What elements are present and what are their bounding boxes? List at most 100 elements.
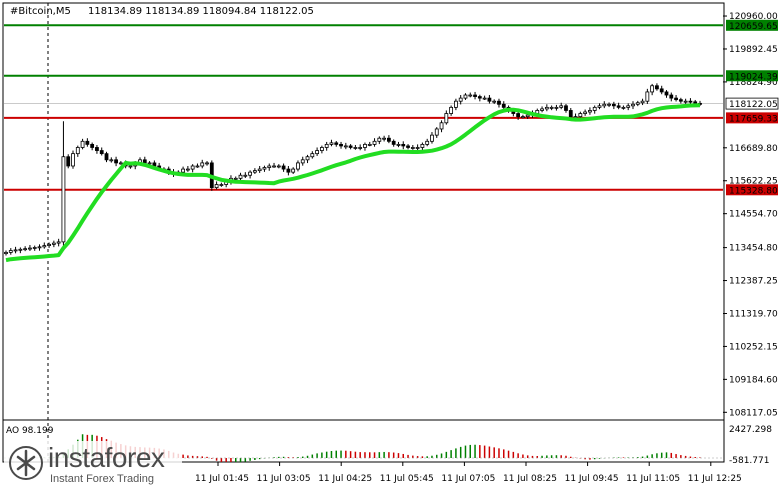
price-tick-label: 120960.00	[729, 12, 778, 22]
candle-body	[463, 94, 468, 99]
candle-body	[343, 145, 348, 148]
current-price-label: 118122.05	[729, 100, 778, 110]
time-tick-label: 11 Jul 03:05	[257, 474, 311, 484]
level-label: 119024.39	[729, 72, 778, 82]
candle-body	[80, 140, 85, 148]
candle-body	[42, 245, 47, 248]
candle-body	[482, 97, 487, 100]
candle-body	[281, 165, 286, 170]
time-tick-label: 11 Jul 12:25	[688, 474, 742, 484]
candle-body	[650, 85, 655, 93]
candle-body	[18, 248, 23, 251]
candle-body	[415, 147, 420, 149]
candle-body	[588, 110, 592, 113]
candle-body	[640, 100, 645, 104]
candle-body	[420, 143, 425, 148]
level-label: 115328.80	[729, 186, 778, 196]
candle-body	[516, 113, 521, 118]
candle-body	[152, 162, 157, 167]
candle-body	[683, 100, 688, 103]
indicator-panel-frame	[2, 419, 725, 463]
level-label: 120659.65	[729, 22, 778, 32]
price-tick-label: 108117.05	[729, 408, 778, 418]
candle-body	[468, 94, 473, 97]
candle-body	[75, 147, 80, 155]
candle-body	[616, 105, 621, 108]
candle-body	[602, 103, 607, 107]
candle-body	[525, 114, 530, 118]
watermark-name: instaforex	[48, 442, 165, 473]
candle-body	[99, 150, 104, 155]
candle-body	[329, 142, 334, 145]
candle-body	[128, 165, 133, 168]
candle-body	[319, 147, 324, 151]
chart-ohlc: 118134.89 118134.89 118094.84 118122.05	[88, 6, 314, 17]
candle-body	[554, 106, 559, 109]
candle-body	[568, 110, 573, 118]
candle-body	[8, 250, 13, 253]
candle-body	[434, 128, 439, 136]
candle-body	[678, 99, 683, 102]
candle-body	[252, 170, 257, 173]
candle-body	[492, 100, 497, 103]
time-tick-label: 11 Jul 11:05	[626, 474, 680, 484]
candle-body	[439, 122, 444, 130]
candle-body	[147, 162, 152, 165]
candle-body	[32, 247, 37, 249]
candle-body	[90, 143, 95, 148]
main-panel-frame	[2, 2, 725, 421]
time-tick-label: 11 Jul 07:05	[441, 474, 495, 484]
candle-body	[669, 94, 674, 99]
candle-body	[28, 247, 32, 250]
candle-body	[425, 140, 430, 145]
candle-body	[71, 153, 75, 167]
candle-body	[248, 171, 252, 176]
candle-body	[626, 105, 631, 108]
candle-body	[286, 168, 291, 173]
candle-body	[51, 242, 56, 245]
candle-body	[56, 241, 61, 244]
candle-body	[267, 165, 272, 168]
candle-body	[693, 101, 698, 104]
candle-body	[544, 106, 549, 110]
candle-body	[401, 143, 406, 147]
candle-body	[664, 91, 669, 96]
candle-body	[659, 88, 664, 93]
candle-body	[353, 147, 358, 149]
candle-body	[37, 246, 42, 249]
candle-body	[61, 156, 66, 243]
time-tick-label: 11 Jul 04:25	[318, 474, 372, 484]
price-tick-label: 113454.80	[729, 244, 778, 254]
candle-body	[501, 103, 506, 108]
candle-body	[118, 162, 123, 165]
ao-axis-bottom: -581.771	[729, 456, 769, 466]
candle-body	[363, 143, 367, 148]
price-tick-label: 110252.15	[729, 342, 778, 352]
price-tick-label: 118824.90	[729, 78, 778, 88]
candle-body	[559, 105, 564, 108]
candle-body	[114, 159, 118, 164]
candle-body	[262, 167, 267, 170]
level-label-box	[726, 70, 778, 82]
candle-body	[477, 96, 482, 99]
time-tick-label: 11 Jul 08:25	[503, 474, 557, 484]
candle-body	[597, 105, 602, 108]
candle-body	[635, 102, 640, 105]
candle-body	[200, 162, 205, 167]
candle-body	[607, 103, 611, 106]
candle-body	[339, 143, 343, 147]
level-label-box	[726, 112, 778, 124]
candle-body	[291, 168, 296, 173]
candle-body	[238, 174, 243, 179]
candle-body	[276, 165, 281, 168]
candle-body	[185, 168, 190, 171]
candle-body	[348, 145, 353, 148]
candle-body	[214, 184, 219, 188]
instaforex-logo-icon	[9, 446, 43, 480]
price-tick-label: 111319.70	[729, 309, 778, 319]
candle-body	[611, 103, 616, 107]
candle-body	[454, 100, 458, 108]
candle-body	[272, 165, 276, 168]
candle-body	[372, 140, 377, 145]
price-tick-label: 116689.80	[729, 144, 778, 154]
